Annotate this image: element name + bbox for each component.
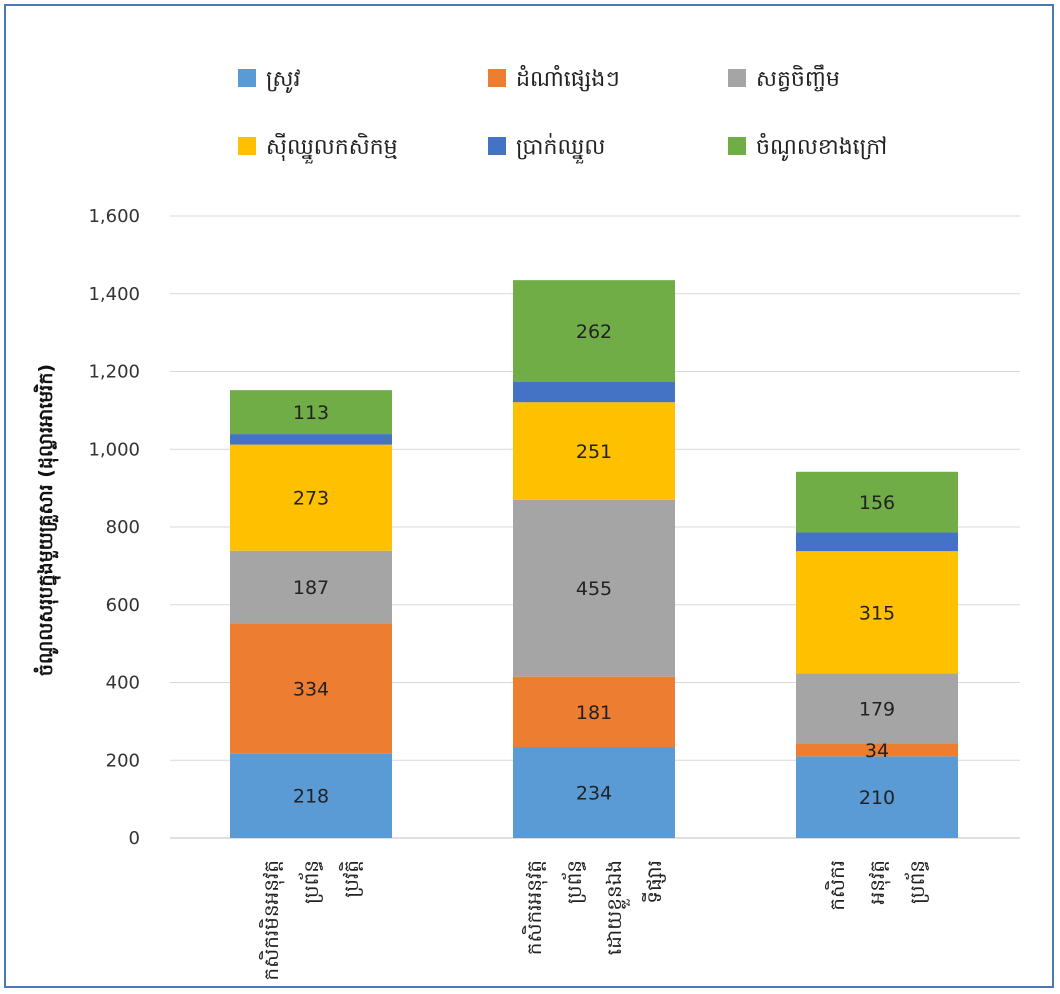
data-label: 234 (576, 783, 612, 805)
legend-swatch (728, 137, 746, 155)
legend-swatch (238, 69, 256, 87)
y-tick-label: 1,000 (88, 439, 140, 460)
y-tick-label: 1,600 (88, 206, 140, 227)
y-axis-ticks: 0 200 400 600 800 1,000 1,200 1,400 1,600 (88, 206, 140, 849)
category-label: ប្រព័ន្ធ (904, 860, 929, 904)
legend: ស្រូវ ដំណាំផ្សេងៗ សត្វចិញ្ចឹមស៊ីឈ្នួលកសិកម… (238, 64, 887, 164)
y-tick-label: 800 (106, 517, 140, 538)
y-axis-label: ចំណូលសរុបក្នុងមួយគ្រួសារ (ដុល្លារអាមេរិក… (33, 364, 61, 676)
y-tick-label: 600 (106, 595, 140, 616)
data-label: 181 (576, 702, 612, 724)
bar-segment (230, 623, 392, 754)
category-label: ប្រវត្តិ (338, 860, 363, 898)
bar-segment (796, 471, 958, 533)
data-label: 34 (865, 740, 889, 762)
bar-segment (796, 551, 958, 674)
bars (230, 280, 958, 838)
data-label: 262 (576, 321, 612, 343)
legend-swatch (488, 137, 506, 155)
bar-segment (796, 532, 958, 552)
y-tick-label: 0 (129, 828, 140, 849)
bar-segment (513, 381, 675, 403)
category-label: ប្រព័ន្ធ (561, 860, 586, 904)
legend-label: ស៊ីឈ្នួលកសិកម្ម (266, 133, 398, 164)
bar-segment (513, 499, 675, 677)
legend-label: ប្រាក់ឈ្នួល (516, 133, 605, 164)
category-label: អនុវត្ត (865, 860, 891, 904)
bar-segment (230, 550, 392, 624)
legend-label: សត្វចិញ្ចឹម (756, 64, 840, 92)
legend-swatch (238, 137, 256, 155)
bar-segment (230, 434, 392, 445)
bar-segment (796, 743, 958, 757)
data-label: 273 (293, 488, 329, 510)
data-label: 334 (293, 678, 329, 700)
y-tick-label: 400 (106, 673, 140, 694)
bar-segment (230, 390, 392, 435)
category-label: ទីផ្សារ (641, 860, 666, 904)
data-label: 113 (293, 402, 329, 424)
x-axis-categories: កសិករមិនអនុវត្ត ប្រព័ន្ធ ប្រវត្តិ កសិករអនុវ… (258, 860, 929, 981)
bar-segment (796, 673, 958, 744)
bar-segment (796, 756, 958, 838)
category-label: កសិករមិនអនុវត្ត (258, 860, 285, 981)
data-labels: 218 334 187 273 113 234 181 455 251 262 210 34 179 31… (293, 321, 895, 809)
data-label: 251 (576, 441, 612, 463)
data-label: 218 (293, 786, 329, 808)
y-tick-label: 1,200 (88, 362, 140, 383)
data-label: 179 (859, 698, 895, 720)
data-label: 187 (293, 577, 329, 599)
bar-segment (230, 753, 392, 838)
bar-segment (513, 402, 675, 500)
legend-label: ស្រូវ (266, 67, 301, 93)
data-label: 210 (859, 787, 895, 809)
legend-label: ចំណូលខាងក្រៅ (756, 133, 887, 161)
legend-swatch (488, 69, 506, 87)
bar-segment (513, 676, 675, 748)
y-tick-label: 200 (106, 750, 140, 771)
data-label: 455 (576, 578, 612, 600)
category-label: កសិករអនុវត្ត (521, 860, 548, 955)
legend-swatch (728, 69, 746, 87)
data-label: 315 (859, 602, 895, 624)
category-label: កសិករ (824, 860, 849, 911)
bar-segment (230, 444, 392, 551)
legend-label: ដំណាំផ្សេងៗ (516, 65, 620, 92)
category-label: ដោយខ្លួនឯង (602, 860, 630, 955)
y-tick-label: 1,400 (88, 284, 140, 305)
bar-segment (513, 280, 675, 382)
bar-segment (513, 747, 675, 838)
category-label: ប្រព័ន្ធ (298, 860, 323, 904)
data-label: 156 (859, 492, 895, 514)
